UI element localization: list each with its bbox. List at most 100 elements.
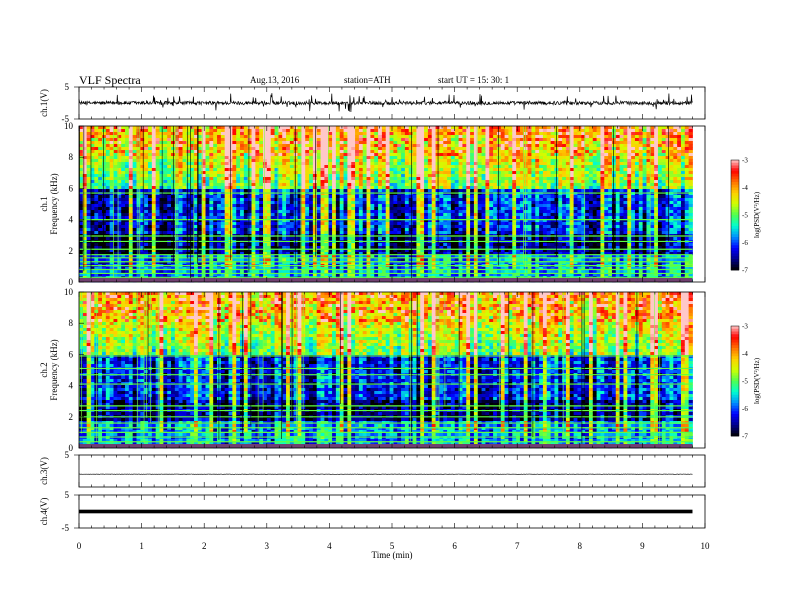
spectrogram-cell xyxy=(178,273,183,277)
spectrogram-cell xyxy=(282,177,287,181)
spectrogram-cell xyxy=(174,261,180,265)
spectrogram-cell xyxy=(293,189,298,193)
spectrogram-cell xyxy=(347,270,352,274)
spectrogram-cell xyxy=(86,156,91,160)
spectrogram-cell xyxy=(332,252,337,256)
spectrogram-cell xyxy=(278,144,283,148)
spectrogram-cell xyxy=(255,177,260,181)
spectrogram-cell xyxy=(309,201,314,205)
spectrogram-cell xyxy=(217,129,222,133)
spectrogram-cell xyxy=(412,228,417,232)
spectrogram-cell xyxy=(186,198,191,202)
spectrogram-cell xyxy=(328,213,333,217)
spectrogram-cell xyxy=(159,177,164,181)
spectrogram-cell xyxy=(374,210,379,214)
spectrogram-cell xyxy=(213,150,218,154)
spectrogram-cell xyxy=(220,273,226,277)
spectrogram-cell xyxy=(109,147,114,151)
spectrogram-cell xyxy=(408,186,413,190)
spectrogram-cell xyxy=(90,195,95,199)
spectrogram-cell xyxy=(205,189,210,193)
spectrogram-cell xyxy=(286,243,291,247)
spectrogram-cell xyxy=(397,273,402,277)
spectrogram-cell xyxy=(178,132,183,136)
spectrogram-cell xyxy=(435,144,440,148)
spectrogram-cell xyxy=(427,261,433,265)
spectrogram-cell xyxy=(205,141,210,145)
spectrogram-cell xyxy=(236,270,241,274)
spectrogram-cell xyxy=(282,192,287,196)
spectrogram-cell xyxy=(263,162,268,166)
spectrogram-cell xyxy=(270,138,275,142)
spectrogram-cell xyxy=(312,261,318,265)
spectrogram-cell xyxy=(132,195,137,199)
spectrogram-cell xyxy=(201,174,206,178)
spectrogram-cell xyxy=(366,216,371,220)
spectrogram-cell xyxy=(105,237,111,241)
spectrogram-cell xyxy=(224,225,229,229)
spectrogram-cell xyxy=(255,258,260,262)
spectrogram-cell xyxy=(205,162,210,166)
spectrogram-cell xyxy=(86,147,91,151)
spectrogram-cell xyxy=(243,177,249,181)
spectrogram-cell xyxy=(128,207,134,211)
spectrogram-cell xyxy=(121,138,126,142)
spectrogram-cell xyxy=(378,165,383,169)
spectrogram-cell xyxy=(205,174,210,178)
spectrogram-cell xyxy=(416,204,421,208)
spectrogram-cell xyxy=(236,153,241,157)
spectrogram-cell xyxy=(178,156,183,160)
spectrogram-cell xyxy=(355,147,360,151)
spectrogram-cell xyxy=(163,168,168,172)
spectrogram-cell xyxy=(113,243,118,247)
spectrogram-cell xyxy=(247,183,252,187)
spectrogram-cell xyxy=(351,165,356,169)
spectrogram-cell xyxy=(236,162,241,166)
spectrogram-cell xyxy=(274,150,279,154)
spectrogram-cell xyxy=(301,171,306,175)
spectrogram-cell xyxy=(339,258,344,262)
spectrogram-cell xyxy=(151,174,157,178)
spectrogram-cell xyxy=(136,171,141,175)
spectrogram-cell xyxy=(343,225,348,229)
spectrogram-cell xyxy=(420,144,425,148)
spectrogram-cell xyxy=(90,243,95,247)
spectrogram-cell xyxy=(278,261,283,265)
spectrogram-cell xyxy=(266,168,272,172)
spectrogram-cell xyxy=(362,180,367,184)
spectrogram-cell xyxy=(412,168,417,172)
spectrogram-cell xyxy=(105,216,111,220)
spectrogram-cell xyxy=(289,150,295,154)
spectrogram-cell xyxy=(240,270,245,274)
spectrogram-cell xyxy=(255,231,260,235)
spectrogram-cell xyxy=(351,132,356,136)
spectrogram-cell xyxy=(324,147,329,151)
spectrogram-cell xyxy=(351,237,356,241)
spectrogram-cell xyxy=(266,198,272,202)
spectrogram-cell xyxy=(385,177,390,181)
spectrogram-cell xyxy=(393,216,398,220)
spectrogram-cell xyxy=(316,153,321,157)
spectrogram-cell xyxy=(197,141,203,145)
spectrogram-cell xyxy=(366,246,371,250)
spectrogram-cell xyxy=(98,258,103,262)
spectrogram-cell xyxy=(228,267,233,271)
spectrogram-cell xyxy=(213,207,218,211)
spectrogram-cell xyxy=(213,165,218,169)
spectrogram-cell xyxy=(132,126,137,130)
spectrogram-cell xyxy=(404,228,410,232)
spectrogram-cell xyxy=(82,177,88,181)
spectrogram-cell xyxy=(351,144,356,148)
spectrogram-cell xyxy=(293,219,298,223)
spectrogram-cell xyxy=(128,273,134,277)
spectrogram-cell xyxy=(209,204,214,208)
spectrogram-cell xyxy=(431,228,436,232)
spectrogram-cell xyxy=(240,141,245,145)
spectrogram-cell xyxy=(347,162,352,166)
spectrogram-cell xyxy=(232,186,237,190)
spectrogram-cell xyxy=(328,255,333,259)
spectrogram-cell xyxy=(431,132,436,136)
spectrogram-cell xyxy=(270,255,275,259)
spectrogram-cell xyxy=(339,147,344,151)
spectrogram-cell xyxy=(404,126,410,130)
